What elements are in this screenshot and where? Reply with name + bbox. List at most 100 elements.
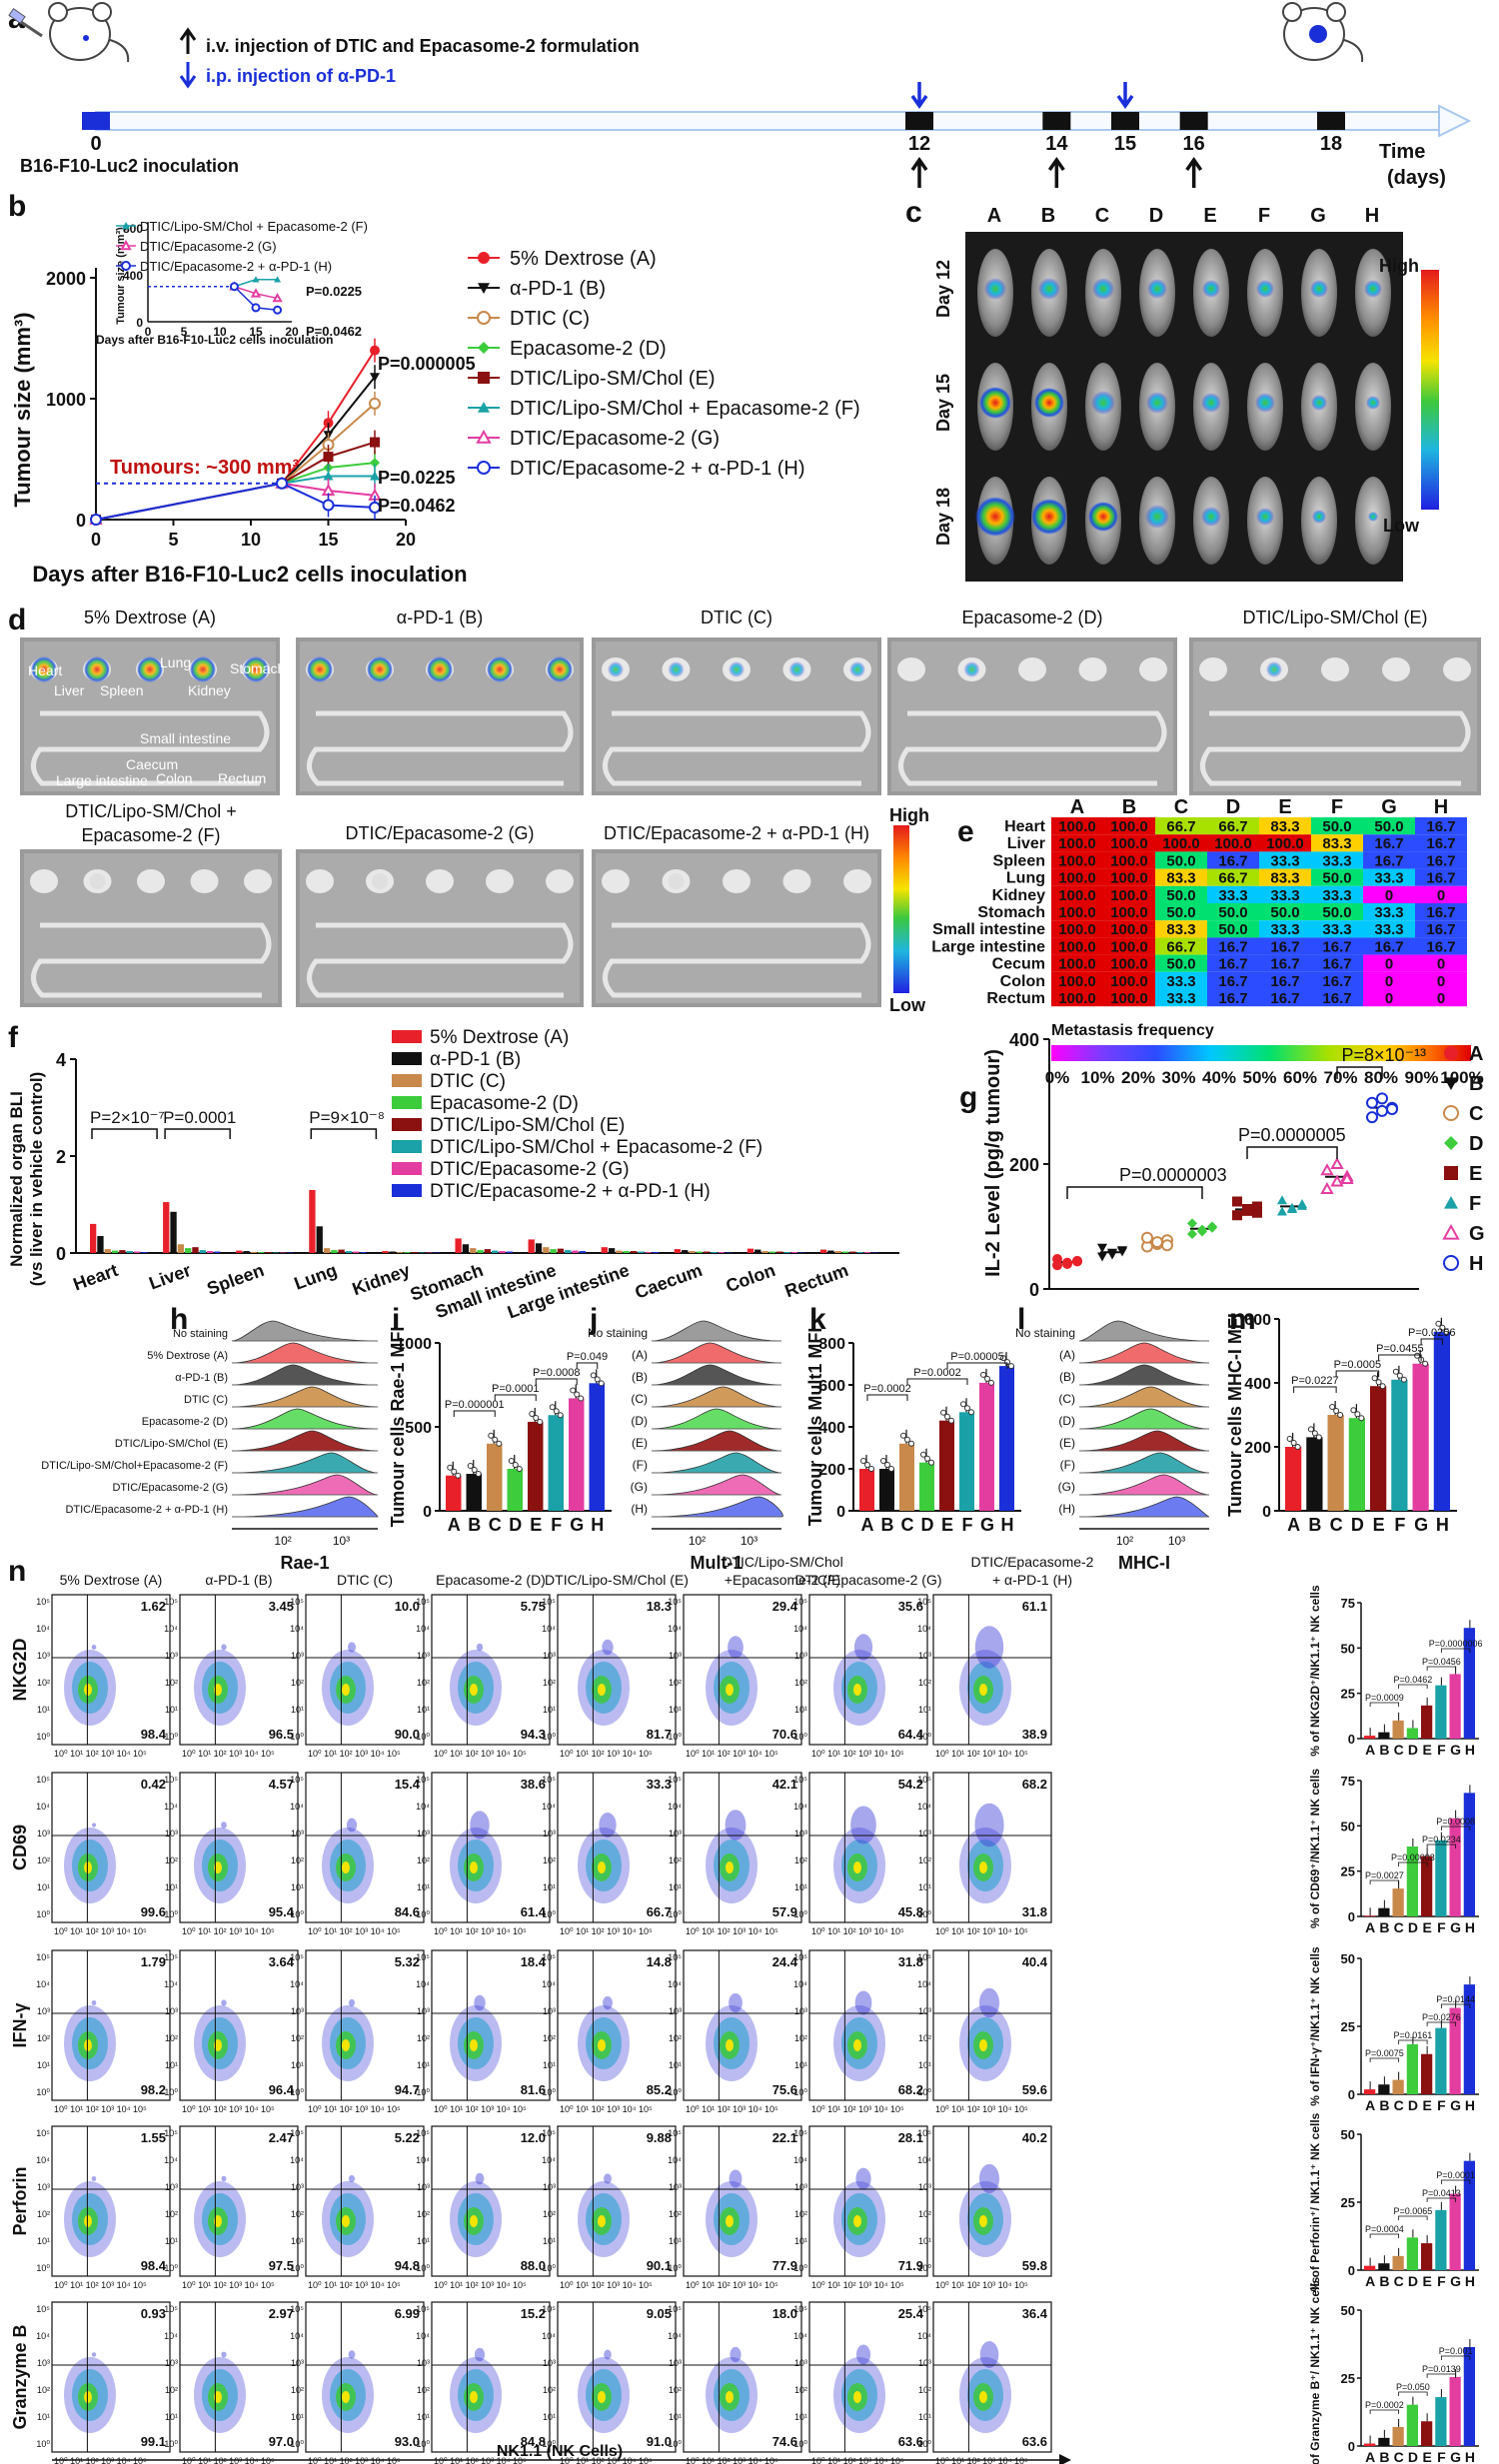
- row-label: Day 12: [933, 260, 953, 318]
- inset-y-tick-label: 400: [123, 269, 143, 283]
- flow-y-tick-label: 10²: [37, 1678, 50, 1688]
- series-line: [95, 482, 376, 521]
- category-label: A: [861, 1515, 874, 1535]
- bar: [345, 1251, 353, 1253]
- category-label: C: [1394, 2449, 1404, 2464]
- bar: [1421, 2243, 1433, 2270]
- flow-y-tick-label: 10³: [918, 2358, 931, 2368]
- heatmap-cell: [1155, 817, 1207, 835]
- category-label: A: [1365, 2449, 1375, 2464]
- bar: [1364, 1736, 1376, 1739]
- flow-y-tick-label: 10¹: [291, 1705, 304, 1715]
- histogram-curve: [1078, 1474, 1210, 1496]
- flow-x-tick-label: 10⁰ 10¹ 10² 10³ 10⁴ 10⁵: [434, 1749, 527, 1759]
- inset-x-tick-label: 0: [145, 325, 152, 339]
- histogram-row-label: DTIC/Epacasome-2 + α-PD-1 (H): [65, 1504, 228, 1516]
- organ-shape: [30, 869, 58, 893]
- flow-x-tick-label: 10⁰ 10¹ 10² 10³ 10⁴ 10⁵: [560, 1749, 653, 1759]
- flow-y-tick-label: 10³: [37, 2182, 50, 2192]
- histogram-curve: [651, 1364, 782, 1386]
- flow-y-tick-label: 10⁵: [917, 1952, 931, 1962]
- legend-marker: [478, 252, 490, 264]
- flow-plot-frame: [431, 1594, 551, 1746]
- quadrant-value-lower: 96.4: [269, 2082, 295, 2097]
- data-point: [1340, 1171, 1354, 1184]
- panel-label-f: f: [8, 1021, 19, 1054]
- data-point: [1052, 1254, 1062, 1264]
- heatmap-cell: [1155, 903, 1207, 921]
- heatmap-column-label: A: [1070, 796, 1084, 818]
- significance-bracket: [1398, 2215, 1428, 2220]
- data-point: [900, 1432, 906, 1439]
- flow-density-peak: [342, 2215, 350, 2227]
- x-axis-label: Rae-1: [280, 1553, 329, 1573]
- heatmap-value: 100.0: [1162, 835, 1200, 852]
- flow-x-tick-label: 10⁰ 10¹ 10² 10³ 10⁴ 10⁵: [308, 2280, 401, 2290]
- histogram-row-label: (F): [633, 1458, 648, 1472]
- bar: [979, 1382, 994, 1511]
- data-point: [598, 1380, 605, 1387]
- organ-shape: [602, 869, 630, 893]
- category-label: Rectum: [782, 1260, 851, 1301]
- y-tick-label: 25: [1341, 2195, 1355, 2210]
- flow-density-upper: [729, 2169, 743, 2188]
- flow-y-tick-label: 10⁵: [793, 1775, 807, 1785]
- y-tick-label: 50: [1341, 2303, 1355, 2318]
- legend-entry: DTIC/Lipo-SM/Chol (E): [510, 368, 716, 390]
- data-point: [369, 397, 381, 410]
- mouse-body: [49, 7, 111, 61]
- data-point: [1277, 1195, 1287, 1205]
- heatmap-cell: [1051, 989, 1103, 1007]
- y-tick-label: 2000: [46, 269, 86, 289]
- significance-bracket: [1378, 1354, 1422, 1361]
- histogram-row-label: (D): [1058, 1414, 1075, 1428]
- flow-y-tick-label: 10¹: [918, 2060, 931, 2070]
- flow-y-tick-label: 10²: [417, 1678, 430, 1688]
- heatmap-cell: [1103, 834, 1155, 852]
- category-label: D: [1408, 1742, 1418, 1758]
- heatmap-cell: [1363, 971, 1415, 989]
- heatmap-row-label: Kidney: [992, 887, 1045, 904]
- heatmap-cell: [1363, 903, 1415, 921]
- organ-label: Rectum: [218, 770, 266, 786]
- intestine-image: [307, 922, 574, 998]
- column-label: E: [1203, 205, 1216, 227]
- bioluminescence-signal: [1311, 395, 1327, 411]
- bar: [703, 1251, 711, 1253]
- legend-marker: [1444, 1166, 1458, 1180]
- significance-bracket: [164, 1128, 231, 1139]
- bar: [141, 1252, 148, 1253]
- histogram-row-label: (B): [1059, 1370, 1075, 1384]
- organ-signal: [788, 661, 805, 677]
- intestine-image: [1200, 710, 1471, 786]
- flow-y-tick-label: 10³: [37, 1829, 50, 1839]
- colorbar-tick-label: 70%: [1323, 1068, 1357, 1087]
- flow-y-tick-label: 10¹: [669, 1882, 682, 1892]
- histogram-curve: [651, 1496, 783, 1518]
- flow-y-tick-label: 10³: [918, 1829, 931, 1839]
- flow-plot-frame: [305, 1949, 425, 2101]
- data-point: [1422, 1360, 1429, 1367]
- histogram-curve: [231, 1342, 379, 1364]
- flow-y-tick-label: 10³: [165, 2358, 178, 2368]
- heatmap-cell: [1311, 834, 1363, 852]
- flow-y-tick-label: 10¹: [543, 1705, 556, 1715]
- flow-x-tick-label: 10⁰ 10¹ 10² 10³ 10⁴ 10⁵: [182, 2104, 275, 2114]
- pvalue-label: P=0.0413: [1422, 2188, 1461, 2198]
- heatmap-cell: [1051, 937, 1103, 955]
- flow-y-tick-label: 10¹: [417, 2236, 430, 2246]
- bar: [492, 1250, 499, 1253]
- data-point: [370, 471, 380, 481]
- heatmap-cell: [1155, 834, 1207, 852]
- bar: [819, 1249, 827, 1253]
- flow-x-tick-label: 10⁰ 10¹ 10² 10³ 10⁴ 10⁵: [182, 1749, 275, 1759]
- pvalue-label: P=0.0002: [863, 1383, 910, 1395]
- organ-signal: [190, 656, 216, 682]
- y-tick-label: 400: [818, 1420, 845, 1437]
- pvalue-label: P=0.00005: [950, 1351, 1004, 1363]
- flow-density-upper: [974, 1626, 1004, 1669]
- legend-entry: Epacasome-2 (D): [510, 338, 667, 360]
- flow-y-tick-label: 10²: [291, 1678, 304, 1688]
- pvalue-label: P=0.0256: [1408, 1327, 1455, 1339]
- heatmap-value: 50.0: [1322, 870, 1351, 887]
